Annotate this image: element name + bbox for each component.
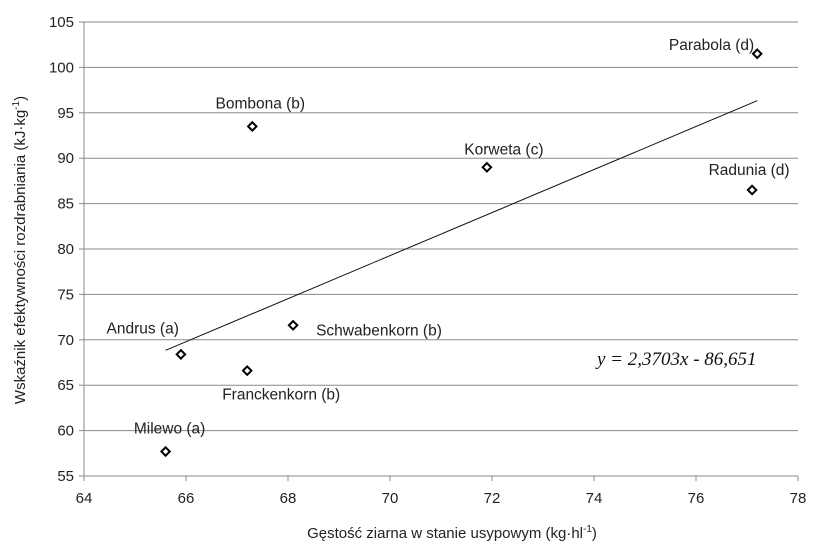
x-tick-label: 66	[178, 490, 195, 507]
trendline-equation: y = 2,3703x - 86,651	[595, 349, 757, 370]
x-tick-label: 72	[484, 490, 501, 507]
x-tick-labels: 64 66 68 70 72 74 76 78	[76, 476, 807, 507]
y-tick-label: 55	[57, 468, 74, 485]
y-tick-label: 105	[49, 14, 74, 31]
data-point-marker	[175, 348, 187, 360]
x-tick-label: 74	[586, 490, 603, 507]
y-tick-label: 95	[57, 105, 74, 122]
x-tick-label: 70	[382, 490, 399, 507]
y-tick-label: 85	[57, 196, 74, 213]
y-tick-label: 75	[57, 286, 74, 303]
point-labels: Parabola (d) Bombona (b) Korweta (c) Raduni…	[107, 37, 790, 438]
x-tick-label: 68	[280, 490, 297, 507]
trendline	[165, 100, 758, 351]
data-point-label: Bombona (b)	[215, 95, 305, 112]
y-tick-label: 60	[57, 423, 74, 440]
data-point-marker	[287, 319, 299, 331]
data-point-label: Schwabenkorn (b)	[316, 322, 442, 339]
y-tick-label: 100	[49, 59, 74, 76]
data-point-label: Korweta (c)	[464, 141, 543, 158]
x-tick-label: 78	[790, 490, 807, 507]
y-tick-label: 65	[57, 377, 74, 394]
data-point-label: Parabola (d)	[669, 37, 754, 54]
x-axis-title: Gęstość ziarna w stanie usypowym (kg·hl-…	[307, 524, 597, 542]
data-points	[159, 48, 763, 458]
y-tick-label: 80	[57, 241, 74, 258]
x-tick-label: 64	[76, 490, 93, 507]
y-tick-label: 70	[57, 332, 74, 349]
x-tick-label: 76	[688, 490, 705, 507]
data-point-marker	[746, 184, 758, 196]
y-axis-title: Wskaźnik efektywności rozdrabniania (kJ·…	[11, 96, 29, 404]
data-point-marker	[246, 120, 258, 133]
data-point-marker	[751, 48, 763, 60]
data-point-label: Franckenkorn (b)	[222, 387, 340, 404]
data-point-marker	[241, 365, 253, 377]
y-tick-labels: 55 60 65 70 75 80 85 90 95 100 105	[49, 14, 84, 485]
data-point-label: Milewo (a)	[134, 420, 205, 437]
data-point-marker	[159, 445, 172, 458]
gridlines	[84, 21, 798, 432]
data-point-label: Andrus (a)	[107, 320, 179, 337]
data-point-label: Radunia (d)	[709, 162, 790, 179]
y-tick-label: 90	[57, 150, 74, 167]
data-point-marker	[481, 161, 493, 173]
